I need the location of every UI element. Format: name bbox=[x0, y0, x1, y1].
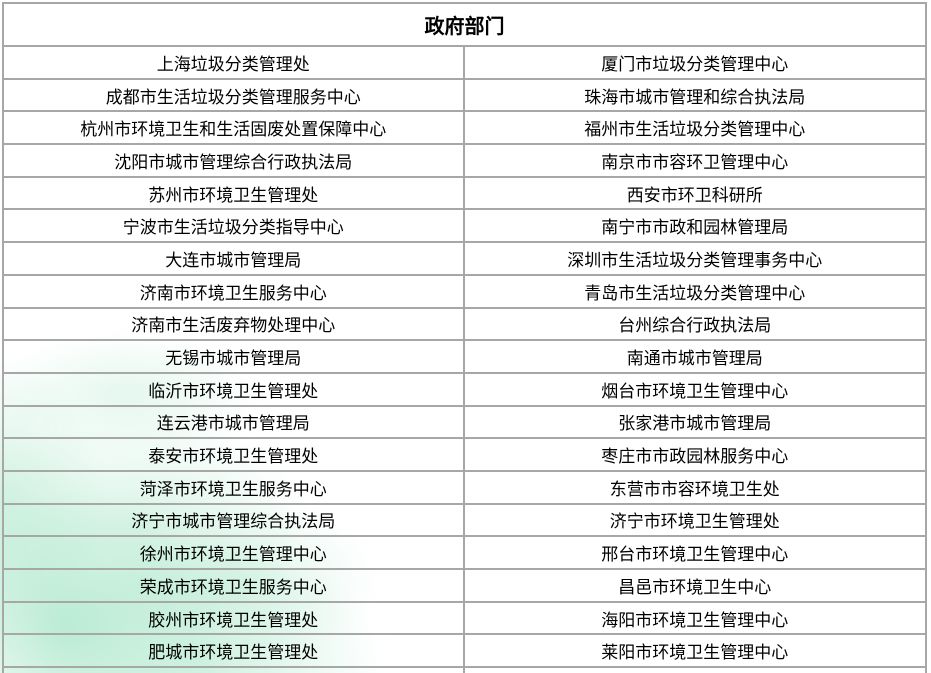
table-cell-right: 莱阳市环境卫生管理中心 bbox=[464, 635, 925, 669]
table-cell-left: 徐州市环境卫生管理中心 bbox=[4, 537, 465, 570]
table-cell-left: 济南市环境卫生服务中心 bbox=[4, 275, 465, 309]
table-cell-right: 济宁市环境卫生管理处 bbox=[464, 505, 925, 538]
table-cell-right: 深圳市生活垃圾分类管理事务中心 bbox=[464, 243, 925, 276]
table-title: 政府部门 bbox=[4, 4, 925, 47]
table-cell-left: 成都市生活垃圾分类管理服务中心 bbox=[4, 79, 465, 113]
table-cell-left bbox=[4, 668, 465, 673]
table-cell-left: 杭州市环境卫生和生活固废处置保障中心 bbox=[4, 112, 465, 146]
table-cell-right bbox=[465, 668, 926, 673]
table-cell-left: 济南市生活废弃物处理中心 bbox=[4, 308, 465, 342]
table-cell-right: 南京市市容环卫管理中心 bbox=[464, 145, 925, 178]
table-cell-left: 沈阳市城市管理综合行政执法局 bbox=[4, 145, 465, 178]
table-cell-right: 厦门市垃圾分类管理中心 bbox=[464, 47, 925, 80]
table-cell-right: 枣庄市市政园林服务中心 bbox=[464, 439, 925, 472]
table-cell-right: 西安市环卫科研所 bbox=[464, 178, 925, 211]
table-cell-right: 珠海市城市管理和综合执法局 bbox=[464, 80, 925, 113]
table-cell-left: 大连市城市管理局 bbox=[4, 243, 465, 276]
table-cell-right: 福州市生活垃圾分类管理中心 bbox=[464, 112, 925, 146]
table-cell-right: 海阳市环境卫生管理中心 bbox=[464, 603, 925, 636]
table-cell-left: 无锡市城市管理局 bbox=[4, 341, 465, 374]
table-cell-left: 苏州市环境卫生管理处 bbox=[4, 177, 465, 211]
table-cell-right: 东营市市容环境卫生处 bbox=[464, 472, 925, 505]
table-cell-left: 宁波市生活垃圾分类指导中心 bbox=[4, 210, 465, 244]
table-cell-left: 胶州市环境卫生管理处 bbox=[4, 602, 465, 636]
table-cell-right: 昌邑市环境卫生中心 bbox=[464, 570, 925, 603]
table-cell-left: 济宁市城市管理综合执法局 bbox=[4, 504, 465, 538]
table-cell-right: 台州综合行政执法局 bbox=[464, 309, 925, 342]
table-cell-left: 临沂市环境卫生管理处 bbox=[4, 373, 465, 407]
table-cell-right: 张家港市城市管理局 bbox=[464, 407, 925, 440]
table-cell-right: 南通市城市管理局 bbox=[464, 341, 925, 374]
table-cell-left: 菏泽市环境卫生服务中心 bbox=[4, 471, 465, 505]
table-cell-left: 肥城市环境卫生管理处 bbox=[4, 635, 465, 669]
table-cell-right: 烟台市环境卫生管理中心 bbox=[464, 374, 925, 407]
watercolor-background bbox=[0, 330, 490, 673]
table-cell-left: 泰安市环境卫生管理处 bbox=[4, 439, 465, 472]
table-cell-left: 荣成市环境卫生服务中心 bbox=[4, 570, 465, 603]
table-cell-right: 南宁市市政和园林管理局 bbox=[464, 210, 925, 244]
table-cell-left: 连云港市城市管理局 bbox=[4, 406, 465, 440]
table-cell-right: 邢台市环境卫生管理中心 bbox=[464, 537, 925, 570]
table-cell-right: 青岛市生活垃圾分类管理中心 bbox=[464, 276, 925, 309]
table-cell-left: 上海垃圾分类管理处 bbox=[4, 47, 465, 80]
